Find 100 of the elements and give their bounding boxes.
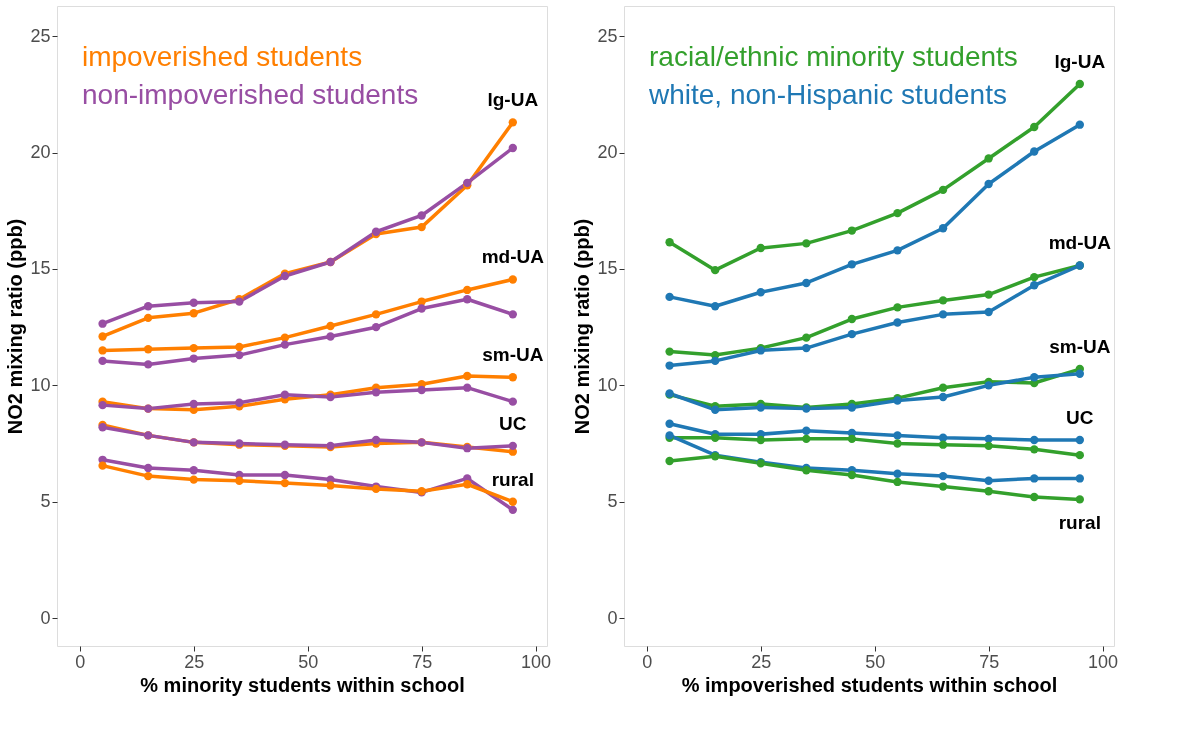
point xyxy=(1030,435,1039,445)
point xyxy=(847,403,857,412)
point xyxy=(508,505,517,515)
point xyxy=(802,343,811,353)
x-tick-label: 50 xyxy=(298,651,319,672)
point xyxy=(463,383,472,392)
point xyxy=(280,340,290,349)
point xyxy=(417,297,426,306)
y-tick-label: 15 xyxy=(30,258,51,279)
point xyxy=(280,390,290,399)
point xyxy=(463,371,472,381)
point xyxy=(665,238,674,247)
point xyxy=(235,398,244,407)
x-tick-label: 75 xyxy=(979,651,1000,672)
point xyxy=(1030,272,1039,282)
point xyxy=(802,434,811,444)
point xyxy=(98,332,107,341)
x-tick-label: 25 xyxy=(184,651,205,672)
point xyxy=(189,475,198,484)
point xyxy=(984,290,993,299)
point xyxy=(847,329,857,339)
point xyxy=(417,222,426,232)
point xyxy=(508,497,517,506)
point xyxy=(710,265,720,275)
point xyxy=(665,361,674,370)
point xyxy=(463,480,472,489)
point xyxy=(508,373,517,382)
point xyxy=(710,356,720,366)
point xyxy=(938,383,948,392)
point xyxy=(1075,369,1084,378)
point xyxy=(508,441,517,451)
point xyxy=(893,318,902,327)
y-tick-label: 0 xyxy=(40,607,51,628)
point xyxy=(1075,474,1084,483)
point xyxy=(143,313,153,323)
annotation: sm-UA xyxy=(482,344,544,366)
point xyxy=(756,243,765,253)
point xyxy=(1030,281,1039,290)
point xyxy=(893,208,902,218)
point xyxy=(984,307,993,317)
point xyxy=(938,471,948,481)
point xyxy=(893,431,902,440)
x-axis-title: % minority students within school xyxy=(140,673,465,696)
text: non-impoverished students xyxy=(82,79,419,110)
y-tick-label: 10 xyxy=(30,374,51,395)
point xyxy=(802,278,811,288)
y-tick-label: 25 xyxy=(30,25,51,46)
annotation: lg-UA xyxy=(487,89,539,111)
x-tick-label: 0 xyxy=(642,651,653,672)
point xyxy=(508,397,517,406)
text: impoverished students xyxy=(82,41,363,72)
point xyxy=(98,400,107,410)
point xyxy=(143,360,153,369)
y-tick-label: 5 xyxy=(40,491,51,512)
point xyxy=(710,302,720,311)
point xyxy=(508,310,517,319)
point xyxy=(1030,122,1039,132)
point xyxy=(665,419,674,428)
x-tick-label: 25 xyxy=(751,651,772,672)
point xyxy=(802,333,811,342)
point xyxy=(984,487,993,496)
point xyxy=(417,211,426,220)
point xyxy=(371,310,381,319)
point xyxy=(938,482,948,491)
point xyxy=(1030,445,1039,454)
x-axis-title: % impoverished students within school xyxy=(681,673,1058,696)
x-tick-label: 50 xyxy=(865,651,886,672)
point xyxy=(1030,474,1039,483)
point xyxy=(98,461,107,470)
point xyxy=(893,469,902,478)
point xyxy=(280,333,290,342)
point xyxy=(1075,495,1084,504)
point xyxy=(280,478,290,488)
point xyxy=(984,476,993,485)
point xyxy=(802,426,811,435)
annotation: lg-UA xyxy=(1054,50,1106,72)
y-axis-title: NO2 mixing ratio (ppb) xyxy=(4,218,27,435)
point xyxy=(189,343,198,353)
point xyxy=(984,179,993,189)
point xyxy=(326,481,335,490)
y-axis-title: NO2 mixing ratio (ppb) xyxy=(571,218,594,435)
point xyxy=(508,143,517,153)
point xyxy=(938,310,948,319)
point xyxy=(847,260,857,269)
point xyxy=(371,435,381,445)
point xyxy=(847,314,857,324)
x-tick-label: 100 xyxy=(521,651,552,672)
point xyxy=(417,385,426,395)
annotation: sm-UA xyxy=(1049,336,1111,358)
x-tick-label: 0 xyxy=(75,651,86,672)
point xyxy=(280,470,290,480)
point xyxy=(1030,373,1039,382)
series-label: racial/ethnic minority students xyxy=(649,41,1018,72)
point xyxy=(143,471,153,481)
annotation: rural xyxy=(1058,512,1101,534)
point xyxy=(143,463,153,473)
point xyxy=(893,246,902,255)
point xyxy=(938,296,948,305)
point xyxy=(1075,435,1084,445)
point xyxy=(189,354,198,363)
